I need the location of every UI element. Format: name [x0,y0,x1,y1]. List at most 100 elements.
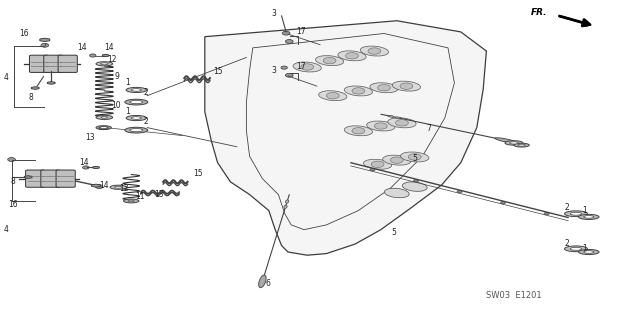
Ellipse shape [131,117,141,119]
Ellipse shape [403,182,427,191]
Ellipse shape [584,216,594,218]
Polygon shape [205,21,486,255]
Text: SW03  E1201: SW03 E1201 [486,291,542,300]
Ellipse shape [128,200,134,202]
FancyBboxPatch shape [56,170,76,187]
Text: 1: 1 [125,107,131,115]
Polygon shape [47,82,55,84]
Text: 4: 4 [4,73,9,82]
Ellipse shape [96,62,113,66]
Ellipse shape [126,87,147,93]
Text: 16: 16 [19,29,29,38]
Ellipse shape [584,251,594,253]
Ellipse shape [388,118,416,128]
Ellipse shape [579,249,599,255]
Text: 14: 14 [79,158,90,167]
Ellipse shape [383,155,411,165]
Ellipse shape [495,138,516,143]
Circle shape [413,180,419,182]
Polygon shape [92,184,100,187]
Circle shape [326,93,339,99]
Text: 4: 4 [4,225,9,234]
Ellipse shape [285,200,289,203]
Circle shape [396,120,408,126]
Ellipse shape [130,100,143,104]
Text: 12: 12 [108,55,116,63]
Circle shape [500,201,506,204]
Ellipse shape [360,46,388,56]
Text: 17: 17 [296,27,306,36]
Circle shape [352,128,365,134]
Text: 2: 2 [143,88,148,97]
Ellipse shape [316,56,344,66]
Text: 1: 1 [582,244,587,253]
FancyBboxPatch shape [44,55,63,72]
Polygon shape [99,127,108,130]
Text: 11: 11 [135,192,144,201]
Text: 13: 13 [84,133,95,142]
Circle shape [368,48,381,54]
Ellipse shape [125,127,148,133]
Text: 15: 15 [193,169,204,178]
Ellipse shape [96,126,111,130]
Circle shape [41,43,49,47]
FancyBboxPatch shape [58,55,77,72]
Text: 12: 12 [120,184,129,193]
Circle shape [457,190,462,193]
Ellipse shape [125,99,148,105]
Ellipse shape [101,116,108,118]
Circle shape [281,66,287,69]
Ellipse shape [344,86,372,96]
Ellipse shape [392,81,420,91]
Polygon shape [93,166,99,169]
Circle shape [378,85,390,91]
Ellipse shape [396,117,401,119]
Circle shape [95,185,103,189]
Ellipse shape [505,141,523,145]
Circle shape [390,157,403,163]
Circle shape [323,57,336,64]
Circle shape [285,73,293,77]
Ellipse shape [401,152,429,162]
Ellipse shape [344,126,372,136]
Polygon shape [40,38,50,41]
Polygon shape [31,87,39,89]
Ellipse shape [130,129,143,132]
Circle shape [370,168,375,171]
Text: 3: 3 [271,66,276,75]
Text: 8: 8 [10,177,15,186]
Text: 8: 8 [28,93,33,102]
Ellipse shape [293,62,321,72]
Circle shape [301,64,314,70]
Text: 14: 14 [104,43,114,52]
Circle shape [544,212,549,215]
Ellipse shape [115,186,122,188]
FancyBboxPatch shape [41,170,60,187]
Text: 17: 17 [296,62,306,71]
Circle shape [83,166,89,169]
Ellipse shape [126,115,147,121]
Ellipse shape [570,248,582,250]
Ellipse shape [367,121,395,131]
Text: 14: 14 [77,43,87,52]
Ellipse shape [518,144,525,146]
Ellipse shape [570,212,582,215]
Ellipse shape [509,142,518,144]
Text: 9: 9 [114,72,119,81]
Ellipse shape [514,143,529,147]
Ellipse shape [284,205,287,208]
Text: 1: 1 [125,78,131,87]
Ellipse shape [579,214,599,219]
Text: 10: 10 [111,101,122,110]
Ellipse shape [370,83,398,93]
Text: 2: 2 [564,204,570,212]
Text: 3: 3 [271,9,276,18]
Circle shape [371,161,384,167]
Circle shape [400,83,413,89]
Polygon shape [102,54,109,57]
Ellipse shape [338,51,366,61]
Text: 6: 6 [265,279,270,288]
Text: 14: 14 [99,181,109,189]
Text: 15: 15 [212,67,223,76]
FancyBboxPatch shape [29,55,49,72]
